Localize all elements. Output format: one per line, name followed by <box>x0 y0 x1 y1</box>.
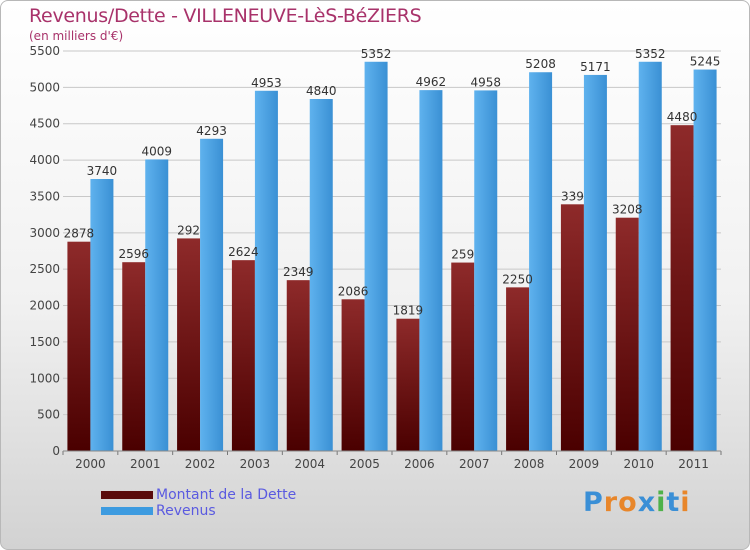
bar-debt <box>231 260 255 451</box>
y-axis-ticks: 0 500 1000 1500 2000 2500 3000 3500 4000 4500 5000… <box>29 44 60 458</box>
bar-revenus <box>309 99 333 451</box>
value-label-debt: 339 <box>561 189 584 203</box>
y-tick-label: 500 <box>37 408 60 422</box>
legend-label-revenus: Revenus <box>156 503 216 519</box>
value-label-revenus: 4958 <box>470 75 501 89</box>
bar-debt <box>396 318 420 451</box>
bar-debt <box>560 204 584 451</box>
value-label-revenus: 4009 <box>141 144 172 158</box>
value-labels: 2878 3740 2596 4009 292 4293 2624 4953 2349 4840 2… <box>64 47 721 318</box>
x-axis-ticks: 2000 2001 2002 2003 2004 2005 2006 2007 2008 2009… <box>62 451 722 471</box>
y-tick-label: 3500 <box>29 189 60 203</box>
bar-revenus <box>90 179 114 451</box>
bar-revenus <box>254 90 278 452</box>
value-label-debt: 2878 <box>64 227 95 241</box>
value-label-revenus: 5245 <box>690 55 721 69</box>
bar-debt <box>67 241 91 451</box>
value-label-revenus: 5171 <box>580 60 611 74</box>
value-label-revenus: 5208 <box>525 57 556 71</box>
bar-revenus <box>419 90 443 452</box>
x-tick-label: 2002 <box>185 457 216 471</box>
value-label-revenus: 4953 <box>251 76 282 90</box>
value-label-debt: 3208 <box>612 203 643 217</box>
value-label-debt: 2349 <box>283 265 314 279</box>
bar-revenus <box>364 61 388 451</box>
bar-debt <box>341 299 365 451</box>
x-tick-label: 2006 <box>404 457 435 471</box>
logo-letter: x <box>637 487 657 518</box>
proxiti-logo: Proxiti <box>583 487 691 518</box>
value-label-debt: 259 <box>451 248 474 262</box>
bar-revenus <box>693 69 717 451</box>
bar-revenus <box>145 159 169 451</box>
y-tick-label: 5000 <box>29 80 60 94</box>
bar-revenus <box>200 138 224 452</box>
value-label-revenus: 4293 <box>196 124 227 138</box>
x-tick-label: 2009 <box>569 457 600 471</box>
value-label-debt: 1819 <box>393 304 424 318</box>
bar-debt <box>506 287 530 451</box>
x-tick-label: 2005 <box>349 457 380 471</box>
chart-title: Revenus/Dette - VILLENEUVE-LèS-BéZIERS <box>29 5 422 27</box>
value-label-debt: 2250 <box>502 272 533 286</box>
bar-debt <box>615 217 639 451</box>
bar-debt <box>177 238 201 451</box>
legend-swatch-debt <box>101 491 153 499</box>
x-tick-label: 2008 <box>514 457 545 471</box>
logo-letter: r <box>603 487 619 518</box>
grid-lines <box>63 50 721 452</box>
value-label-revenus: 5352 <box>361 47 392 61</box>
logo-letter: P <box>583 487 604 518</box>
bar-revenus <box>474 90 498 451</box>
bar-debt <box>451 262 475 451</box>
bar-debt <box>670 125 694 451</box>
bar-debt <box>286 280 310 451</box>
x-tick-label: 2011 <box>678 457 709 471</box>
bar-revenus <box>529 72 553 452</box>
value-label-debt: 292 <box>177 223 200 237</box>
y-tick-label: 4500 <box>29 117 60 131</box>
bar-debt <box>122 262 146 451</box>
x-tick-label: 2010 <box>623 457 654 471</box>
logo-letter: i <box>656 487 667 518</box>
x-tick-label: 2001 <box>130 457 161 471</box>
bar-revenus <box>583 74 607 451</box>
value-label-revenus: 4840 <box>306 84 337 98</box>
value-label-debt: 4480 <box>667 110 698 124</box>
value-label-debt: 2596 <box>118 247 149 261</box>
value-label-revenus: 3740 <box>87 164 118 178</box>
x-tick-label: 2000 <box>75 457 106 471</box>
value-label-revenus: 4962 <box>416 75 447 89</box>
legend-swatch-revenus <box>101 507 153 515</box>
logo-letter: i <box>680 487 691 518</box>
y-tick-label: 1500 <box>29 335 60 349</box>
value-label-debt: 2086 <box>338 284 369 298</box>
y-tick-label: 0 <box>52 444 60 458</box>
legend-label-debt: Montant de la Dette <box>156 487 297 503</box>
x-tick-label: 2004 <box>294 457 325 471</box>
value-label-debt: 2624 <box>228 245 259 259</box>
y-tick-label: 5500 <box>29 44 60 58</box>
logo-letter: t <box>666 487 681 518</box>
value-label-revenus: 5352 <box>635 47 666 61</box>
x-tick-label: 2003 <box>240 457 271 471</box>
y-tick-label: 3000 <box>29 226 60 240</box>
y-tick-label: 1000 <box>29 371 60 385</box>
x-tick-label: 2007 <box>459 457 490 471</box>
logo-letter: o <box>618 487 638 518</box>
y-tick-label: 4000 <box>29 153 60 167</box>
chart-subtitle: (en milliers d'€) <box>29 29 124 43</box>
bar-revenus <box>638 61 662 451</box>
y-tick-label: 2500 <box>29 262 60 276</box>
y-tick-label: 2000 <box>29 299 60 313</box>
bars <box>67 61 717 452</box>
